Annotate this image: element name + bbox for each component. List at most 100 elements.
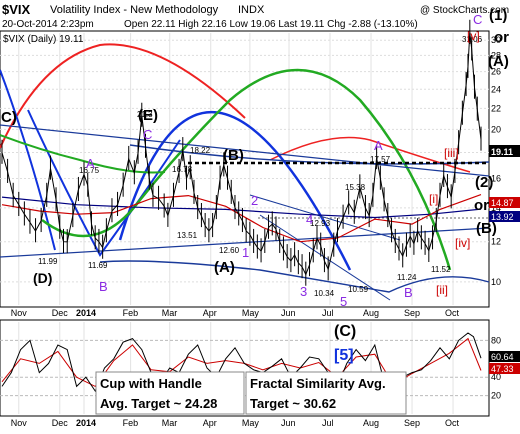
signal-value: 47.33 <box>491 364 514 374</box>
wave-label: [5] <box>334 347 354 364</box>
price-label: 12.60 <box>219 246 240 255</box>
x-tick-label: May <box>242 418 260 428</box>
y-tick-label: 10 <box>491 277 501 287</box>
brand-label[interactable]: @ StockCharts.com <box>420 5 509 16</box>
chart-datetime: 20-Oct-2014 2:23pm <box>2 19 94 30</box>
rsi-y-tick: 80 <box>491 335 501 345</box>
x-tick-label: Aug <box>363 418 379 428</box>
envelope-lower <box>99 260 490 293</box>
price-label: 15.38 <box>345 183 366 192</box>
fractal-target: Target ~ 30.62 <box>250 396 336 411</box>
wave-label: or <box>494 29 509 46</box>
wave-label: or <box>474 197 489 214</box>
chart-quote: Open 22.11 High 22.16 Low 19.06 Last 19.… <box>124 19 418 30</box>
price-label: 17.57 <box>370 155 391 164</box>
wave-label: (1) <box>489 7 507 24</box>
price-label: 11.52 <box>431 265 451 274</box>
wave-label: B <box>99 279 108 294</box>
price-gridlines <box>0 33 489 305</box>
blue-arc-edge <box>0 69 56 251</box>
y-tick-label: 20 <box>491 124 501 134</box>
x-tick-label: Jul <box>322 418 334 428</box>
ma50-box <box>489 197 520 208</box>
wave-label: 5 <box>340 294 347 309</box>
chart-symbol: $VIX <box>2 2 31 17</box>
red-arc <box>0 43 246 149</box>
price-panel: 1012141618202224262830 $VIX (Daily) 19.1… <box>0 7 520 318</box>
wave-label: A <box>86 156 95 171</box>
price-line <box>1 32 482 276</box>
wave-label: [iv] <box>455 236 470 250</box>
wave-label: (E) <box>138 107 158 124</box>
x-tick-label: Jul <box>322 308 334 318</box>
green-arc <box>41 68 452 271</box>
lower-trendline <box>0 227 490 258</box>
upper-trendline <box>0 124 490 177</box>
signal-value-box <box>489 363 520 374</box>
price-label: 11.69 <box>88 261 108 270</box>
wave-label: [v] <box>467 29 480 43</box>
rsi-panel: 20 40 80 60.64 47.33 (C) [5] Cup with Hand… <box>0 319 520 428</box>
price-label: 18.22 <box>190 146 211 155</box>
price-label: 21.3 <box>137 110 153 119</box>
ma200-box <box>489 211 520 222</box>
x-tick-label: Dec <box>52 418 69 428</box>
wave-label: A <box>374 138 383 153</box>
y-tick-label: 26 <box>491 67 501 77</box>
price-label: 16.78 <box>172 165 193 174</box>
price-label: 31.06 <box>462 35 483 44</box>
x-tick-label: 2014 <box>76 308 96 318</box>
ma50-value: 14.87 <box>491 198 514 208</box>
ma200-line <box>1 196 482 219</box>
cup-handle-box <box>95 371 245 415</box>
last-price-label: 19.11 <box>491 147 513 157</box>
y-tick-label: 16 <box>491 173 501 183</box>
rsi-value-box <box>489 351 520 362</box>
x-tick-label: Apr <box>203 418 217 428</box>
x-tick-label: Sep <box>404 418 420 428</box>
cup-handle-title: Cup with Handle <box>100 376 202 391</box>
x-tick-label: Nov <box>11 418 28 428</box>
wave-label: (2) <box>475 174 493 191</box>
wave-label: C <box>473 12 482 27</box>
price-label: 10.34 <box>314 289 335 298</box>
wave-label: C) <box>1 109 17 126</box>
price-label: 12.93 <box>310 219 331 228</box>
price-x-axis: Nov Dec 2014 Feb Mar Apr May Jun Jul Aug Sep Oct <box>11 308 460 318</box>
green-arc-left <box>0 134 166 174</box>
wave-label: B <box>404 285 413 300</box>
fractal-title: Fractal Similarity Avg. <box>250 376 386 391</box>
wave-label: 4 <box>306 212 313 227</box>
price-label: 16.75 <box>79 166 100 175</box>
x-tick-label: 2014 <box>76 418 96 428</box>
y-tick-label: 22 <box>491 103 501 113</box>
x-tick-label: Sep <box>404 308 420 318</box>
x-tick-label: Oct <box>445 308 460 318</box>
price-label: 11.24 <box>397 273 417 282</box>
last-price-box <box>489 145 520 157</box>
wave-label: 2 <box>251 193 258 208</box>
price-label: 13.51 <box>177 231 198 240</box>
wave-label: (A) <box>214 259 235 276</box>
series-legend: $VIX (Daily) 19.11 <box>3 34 84 45</box>
x-tick-label: Feb <box>123 308 139 318</box>
y-tick-label: 12 <box>491 237 501 247</box>
wave-label: 1 <box>242 245 249 260</box>
y-tick-label: 24 <box>491 84 501 94</box>
price-panel-frame <box>0 30 490 308</box>
y-tick-label: 30 <box>491 35 501 45</box>
x-tick-label: Dec <box>52 308 69 318</box>
rsi-x-axis: Nov Dec 2014 Feb Mar Apr May Jun Jul Aug Sep Oct <box>11 418 460 428</box>
x-tick-label: Oct <box>445 418 460 428</box>
x-tick-label: Aug <box>363 308 379 318</box>
wave-label: (A) <box>488 53 509 70</box>
price-label: 11.99 <box>38 257 58 266</box>
cup-handle-target: Avg. Target ~ 24.28 <box>100 396 217 411</box>
wave-label: [i] <box>429 192 438 206</box>
wave-label: [iii] <box>444 146 459 160</box>
wave-label: [ii] <box>436 283 448 297</box>
channel-lower <box>259 214 391 301</box>
x-tick-label: Feb <box>123 418 139 428</box>
wave-label: (C) <box>334 323 356 340</box>
